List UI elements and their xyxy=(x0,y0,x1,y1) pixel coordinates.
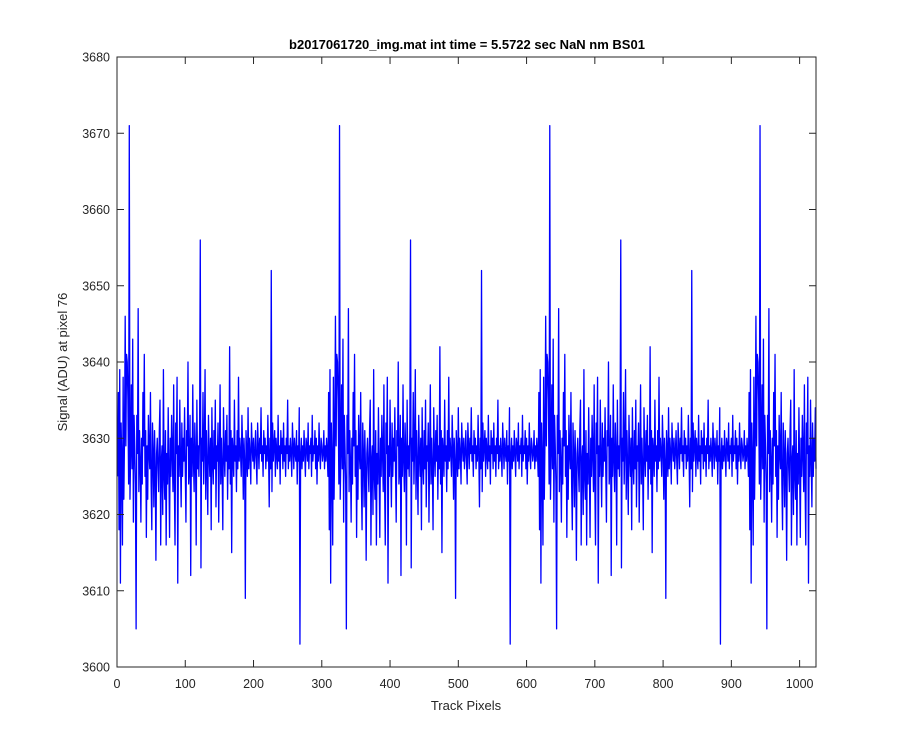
y-tick-label: 3630 xyxy=(82,432,110,446)
x-tick-label: 1000 xyxy=(786,677,814,691)
x-tick-label: 500 xyxy=(448,677,469,691)
x-tick-label: 800 xyxy=(653,677,674,691)
x-tick-label: 900 xyxy=(721,677,742,691)
y-tick-label: 3670 xyxy=(82,127,110,141)
x-tick-label: 200 xyxy=(243,677,264,691)
y-tick-label: 3610 xyxy=(82,584,110,598)
x-tick-label: 700 xyxy=(584,677,605,691)
x-tick-label: 300 xyxy=(311,677,332,691)
x-tick-label: 600 xyxy=(516,677,537,691)
chart-title: b2017061720_img.mat int time = 5.5722 se… xyxy=(289,37,645,52)
x-tick-label: 100 xyxy=(175,677,196,691)
y-tick-label: 3680 xyxy=(82,51,110,65)
y-tick-label: 3650 xyxy=(82,279,110,293)
y-axis-label: Signal (ADU) at pixel 76 xyxy=(55,293,70,432)
y-tick-label: 3600 xyxy=(82,661,110,675)
x-tick-label: 0 xyxy=(114,677,121,691)
signal-series-line xyxy=(117,124,817,645)
x-tick-label: 400 xyxy=(380,677,401,691)
y-tick-label: 3640 xyxy=(82,356,110,370)
plot-area xyxy=(117,57,816,667)
y-tick-label: 3620 xyxy=(82,508,110,522)
y-tick-label: 3660 xyxy=(82,203,110,217)
x-axis-label: Track Pixels xyxy=(431,698,502,713)
